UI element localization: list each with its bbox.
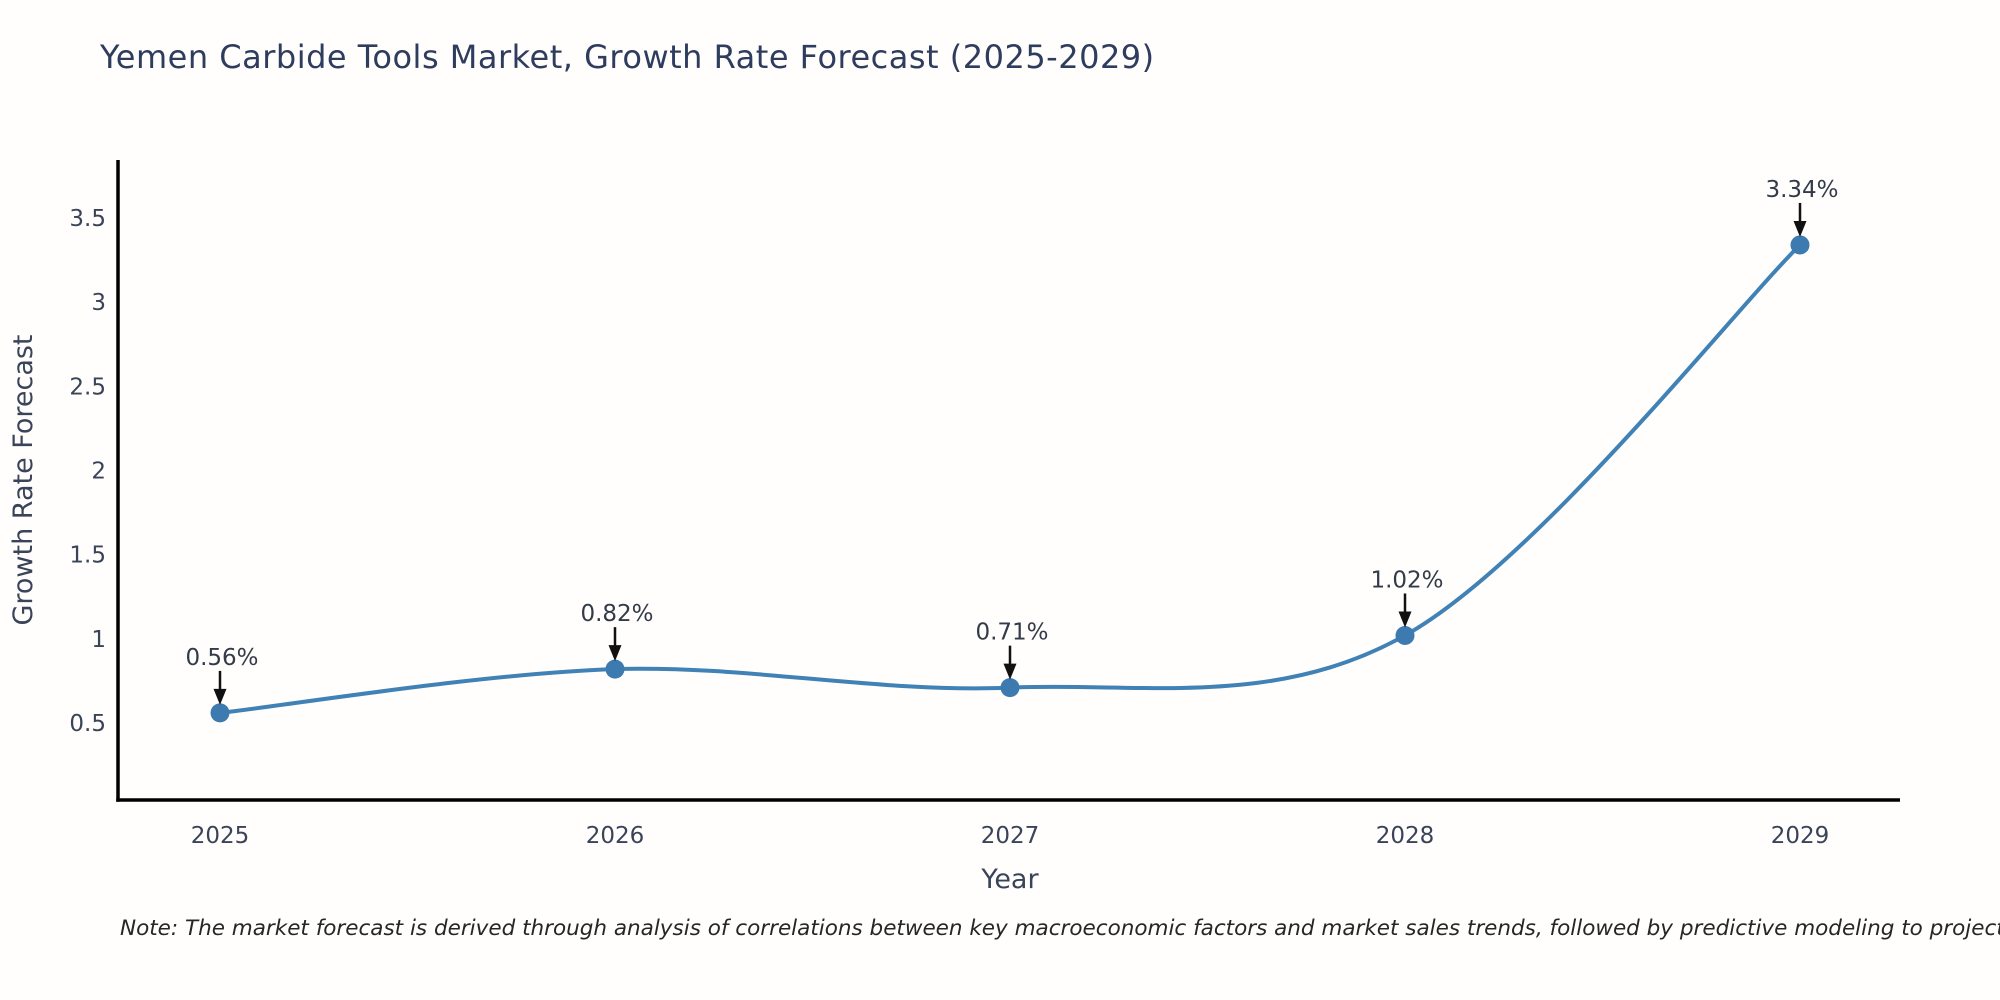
annotation-arrowhead-icon — [213, 688, 227, 705]
data-point-marker — [1395, 625, 1415, 645]
data-point-label: 3.34% — [1765, 177, 1838, 203]
data-point-marker — [1790, 235, 1810, 255]
x-tick-label: 2026 — [586, 823, 645, 849]
y-tick-label: 1.5 — [69, 543, 106, 569]
x-tick-label: 2025 — [191, 823, 250, 849]
data-point-marker — [210, 703, 230, 723]
chart-title: Yemen Carbide Tools Market, Growth Rate … — [100, 38, 1155, 76]
x-tick-label: 2027 — [981, 823, 1040, 849]
annotation-arrowhead-icon — [1398, 611, 1412, 628]
data-point-marker — [1000, 678, 1020, 698]
data-point-label: 0.82% — [580, 601, 653, 627]
y-axis-title: Growth Rate Forecast — [8, 334, 39, 625]
growth-rate-series-line — [218, 242, 1802, 715]
annotation-arrowhead-icon — [1793, 220, 1807, 237]
y-tick-label: 2 — [91, 459, 106, 485]
y-tick-label: 0.5 — [69, 711, 106, 737]
annotation-arrowhead-icon — [608, 645, 622, 662]
annotation-arrowhead-icon — [1003, 663, 1017, 680]
x-axis-title: Year — [980, 864, 1039, 895]
y-tick-label: 3.5 — [69, 206, 106, 232]
y-tick-label: 2.5 — [69, 374, 106, 400]
y-tick-label: 1 — [91, 627, 106, 653]
footnote: Note: The market forecast is derived thr… — [120, 916, 2000, 941]
x-tick-label: 2028 — [1376, 823, 1435, 849]
data-point-marker — [605, 659, 625, 679]
data-point-label: 0.71% — [975, 620, 1048, 646]
data-point-label: 0.56% — [185, 645, 258, 671]
x-tick-label: 2029 — [1771, 823, 1830, 849]
y-tick-label: 3 — [91, 290, 106, 316]
data-point-label: 1.02% — [1370, 567, 1443, 593]
